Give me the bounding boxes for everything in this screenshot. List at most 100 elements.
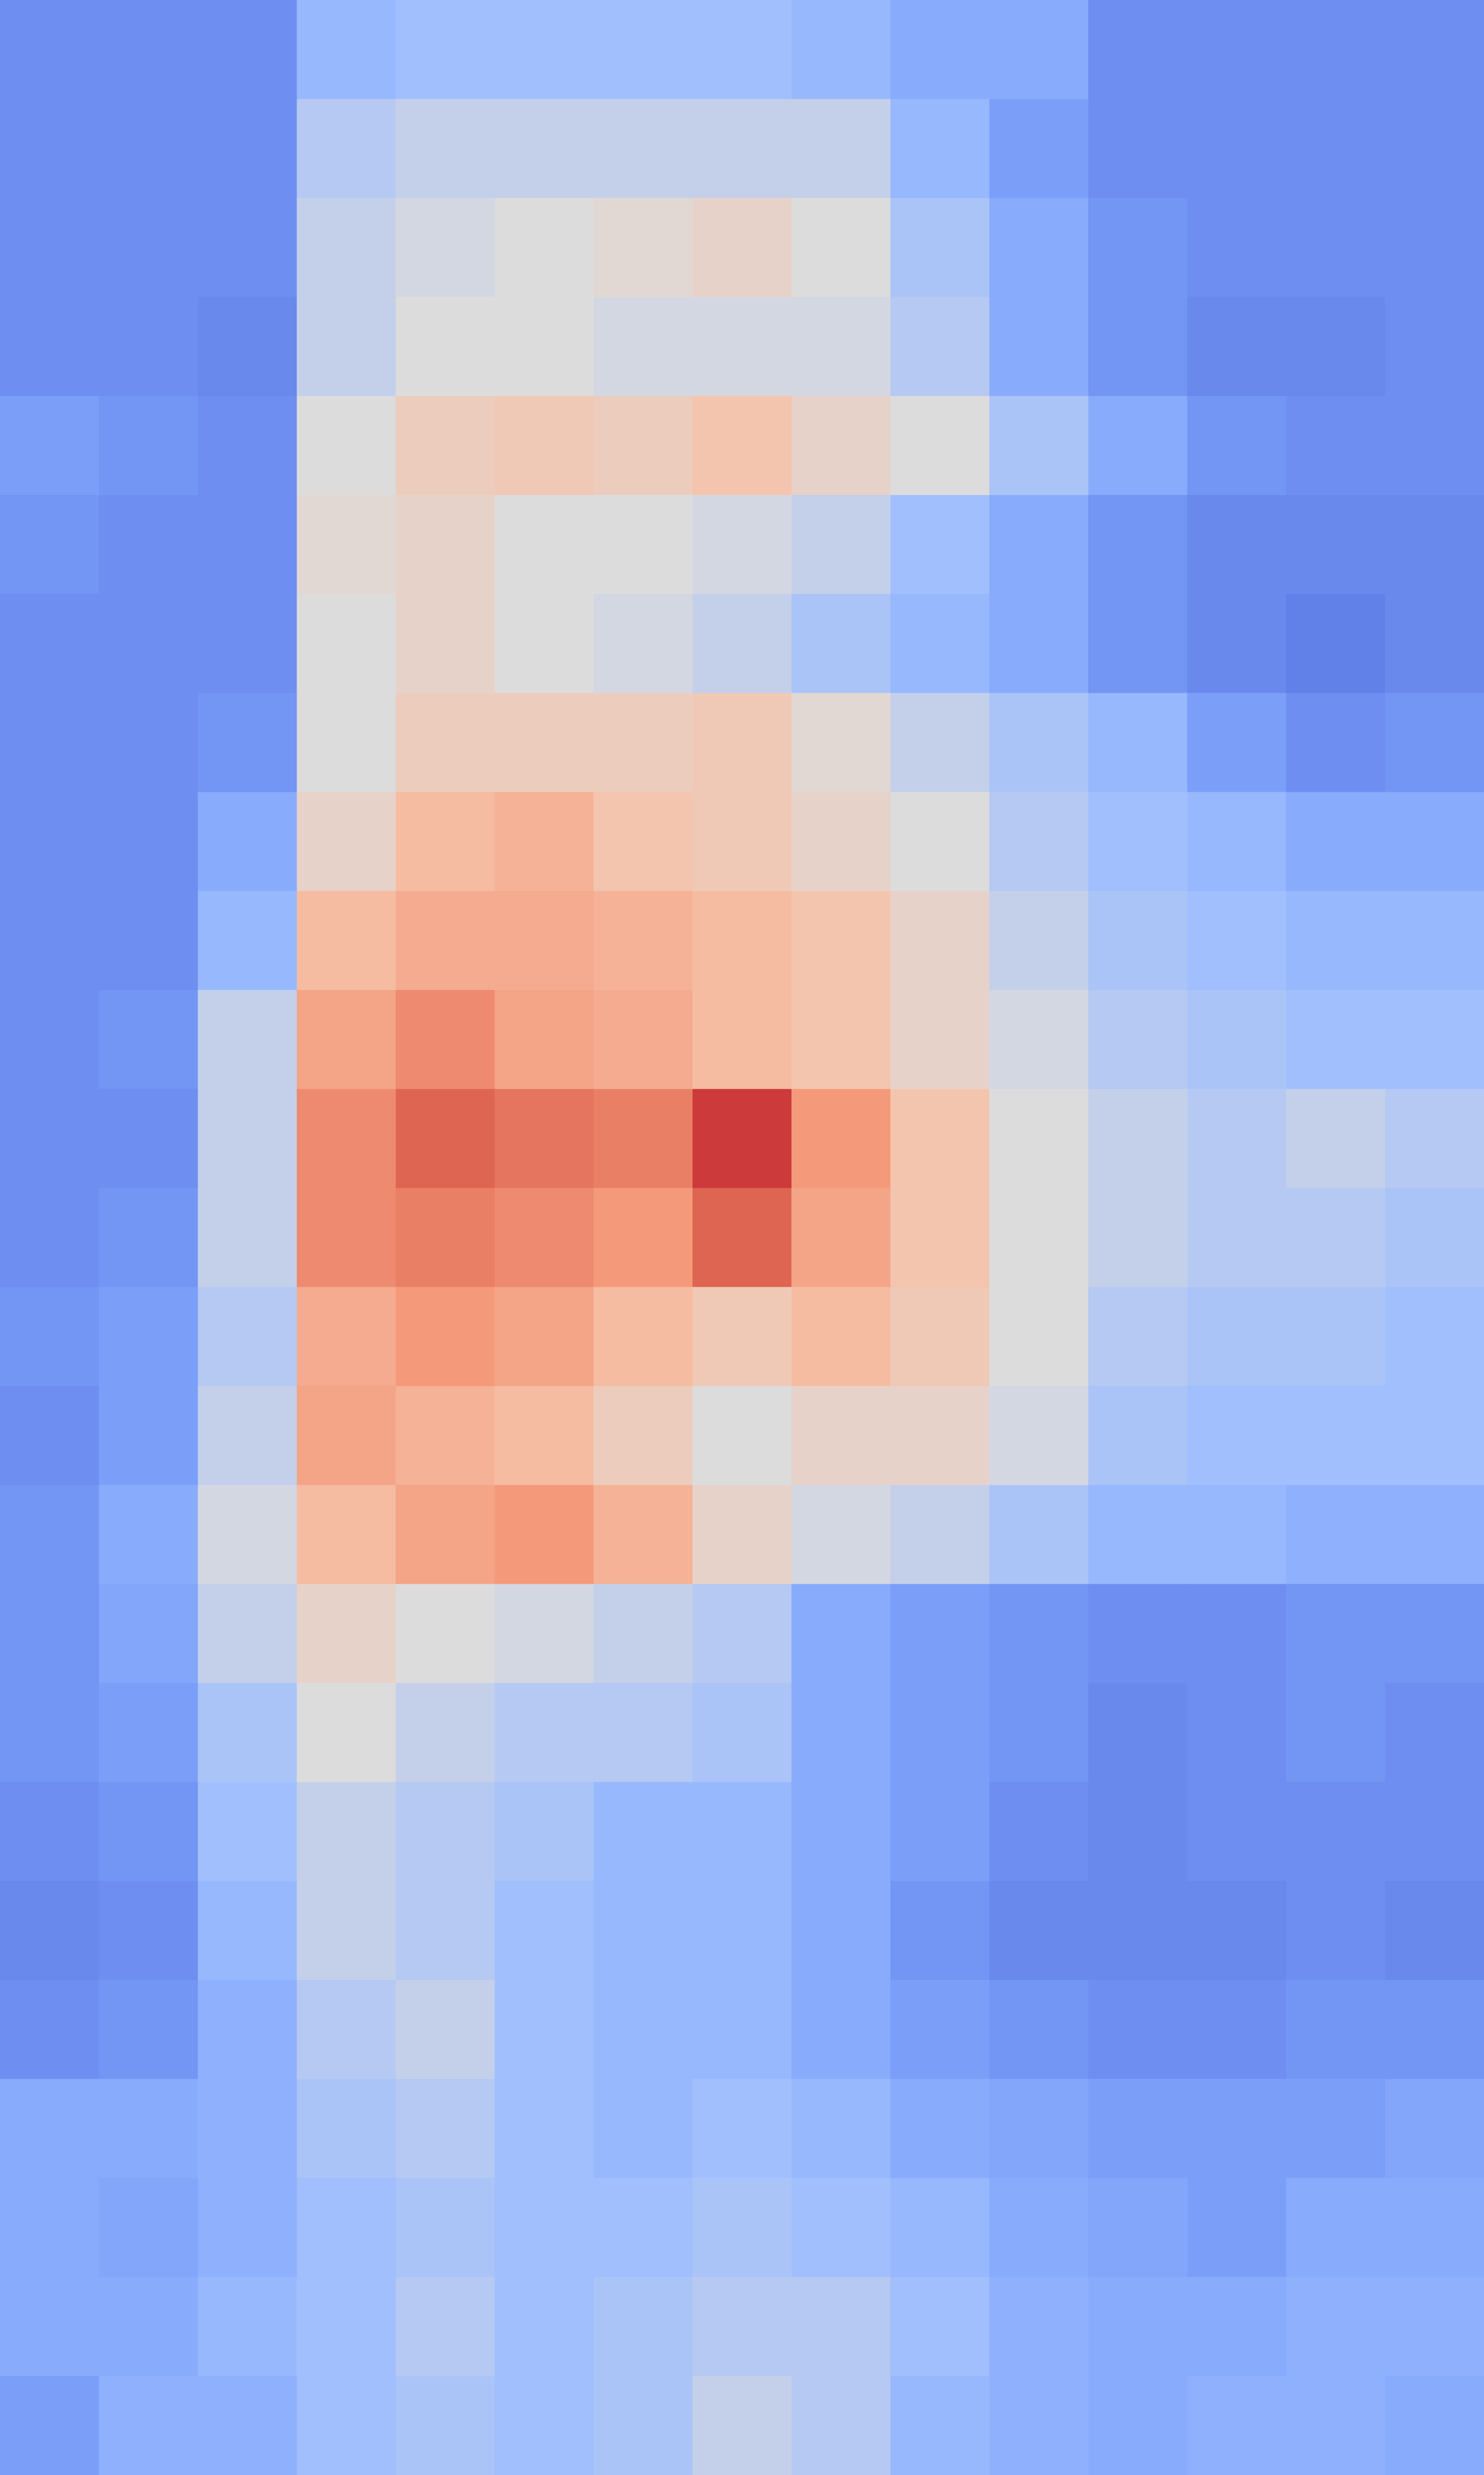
heatmap-cell <box>1385 2178 1484 2278</box>
heatmap-cell <box>890 198 990 298</box>
heatmap-cell <box>395 1881 495 1981</box>
heatmap-cell <box>0 1287 99 1387</box>
heatmap-cell <box>1286 1188 1386 1288</box>
heatmap-cell <box>989 1485 1089 1584</box>
heatmap-cell <box>791 1089 891 1188</box>
heatmap-cell <box>890 1089 990 1188</box>
heatmap-cell <box>198 792 297 892</box>
heatmap-cell <box>395 594 495 693</box>
heatmap-cell <box>1187 2079 1287 2178</box>
heatmap-cell <box>395 297 495 397</box>
heatmap-cell <box>989 495 1089 594</box>
heatmap-cell <box>0 1683 99 1783</box>
heatmap-cell <box>1088 1683 1188 1783</box>
heatmap-cell <box>989 1287 1089 1387</box>
heatmap-cell <box>1088 1485 1188 1584</box>
heatmap-cell <box>198 1683 297 1783</box>
heatmap-cell <box>297 990 397 1089</box>
heatmap-cell <box>692 792 792 892</box>
heatmap-cell <box>791 1188 891 1288</box>
heatmap-cell <box>989 1683 1089 1783</box>
heatmap-cell <box>692 1287 792 1387</box>
heatmap-cell <box>0 594 99 693</box>
heatmap-cell <box>297 99 397 198</box>
heatmap-cell <box>1385 1881 1484 1981</box>
heatmap-cell <box>494 1386 594 1486</box>
heatmap-cell <box>791 594 891 693</box>
heatmap-cell <box>989 1386 1089 1486</box>
heatmap-cell <box>692 1188 792 1288</box>
heatmap-cell <box>0 891 99 991</box>
heatmap-cell <box>297 198 397 298</box>
heatmap-cell <box>1187 1089 1287 1188</box>
heatmap-cell <box>99 2376 198 2475</box>
heatmap-cell <box>297 1287 397 1387</box>
heatmap-cell <box>198 396 297 496</box>
heatmap-cell <box>494 1287 594 1387</box>
heatmap-cell <box>593 396 693 496</box>
heatmap-cell <box>989 2178 1089 2278</box>
heatmap-cell <box>1187 1980 1287 2079</box>
heatmap-cell <box>395 1188 495 1288</box>
heatmap-cell <box>395 198 495 298</box>
heatmap-cell <box>692 990 792 1089</box>
heatmap-cell <box>890 1584 990 1683</box>
heatmap-cell <box>494 2178 594 2278</box>
heatmap-cell <box>1385 0 1484 99</box>
heatmap-cell <box>494 1188 594 1288</box>
heatmap-cell <box>1187 1683 1287 1783</box>
heatmap-cell <box>494 1089 594 1188</box>
heatmap-cell <box>0 2079 99 2178</box>
heatmap-cell <box>198 1188 297 1288</box>
heatmap-cell <box>1187 198 1287 298</box>
heatmap-cell <box>593 1584 693 1683</box>
heatmap-cell <box>593 1980 693 2079</box>
heatmap-cell <box>395 1584 495 1683</box>
heatmap-cell <box>198 1782 297 1882</box>
heatmap-cell <box>99 594 198 693</box>
heatmap-cell <box>890 1782 990 1882</box>
heatmap-cell <box>0 396 99 496</box>
heatmap-cell <box>0 198 99 298</box>
heatmap-cell <box>1187 495 1287 594</box>
heatmap-cell <box>692 396 792 496</box>
heatmap-cell <box>989 396 1089 496</box>
heatmap-cell <box>989 1782 1089 1882</box>
heatmap-cell <box>0 2178 99 2278</box>
heatmap-cell <box>494 891 594 991</box>
heatmap-cell <box>989 198 1089 298</box>
heatmap-cell <box>395 792 495 892</box>
heatmap-cell <box>395 495 495 594</box>
heatmap-cell <box>1088 297 1188 397</box>
heatmap-cell <box>395 1386 495 1486</box>
heatmap-cell <box>692 2277 792 2377</box>
heatmap-cell <box>297 1188 397 1288</box>
heatmap-cell <box>395 1782 495 1882</box>
heatmap-cell <box>1286 1980 1386 2079</box>
heatmap-cell <box>1187 2178 1287 2278</box>
heatmap-cell <box>890 792 990 892</box>
heatmap-cell <box>989 1089 1089 1188</box>
heatmap-cell <box>593 1089 693 1188</box>
heatmap-cell <box>297 2178 397 2278</box>
heatmap-cell <box>99 891 198 991</box>
heatmap-cell <box>0 1188 99 1288</box>
heatmap-cell <box>1088 0 1188 99</box>
heatmap-cell <box>1385 495 1484 594</box>
heatmap-cell <box>494 2079 594 2178</box>
heatmap-cell <box>1286 792 1386 892</box>
heatmap-cell <box>1385 1683 1484 1783</box>
heatmap-cell <box>791 891 891 991</box>
heatmap-cell <box>692 1980 792 2079</box>
heatmap-cell <box>692 1584 792 1683</box>
heatmap-cell <box>1385 693 1484 793</box>
heatmap-cell <box>297 1584 397 1683</box>
heatmap-cell <box>494 198 594 298</box>
heatmap-cell <box>1385 297 1484 397</box>
heatmap-cell <box>99 2277 198 2377</box>
heatmap-cell <box>692 1089 792 1188</box>
heatmap-cell <box>198 1386 297 1486</box>
heatmap-cell <box>1088 2277 1188 2377</box>
heatmap-cell <box>1088 594 1188 693</box>
heatmap-cell <box>890 1980 990 2079</box>
